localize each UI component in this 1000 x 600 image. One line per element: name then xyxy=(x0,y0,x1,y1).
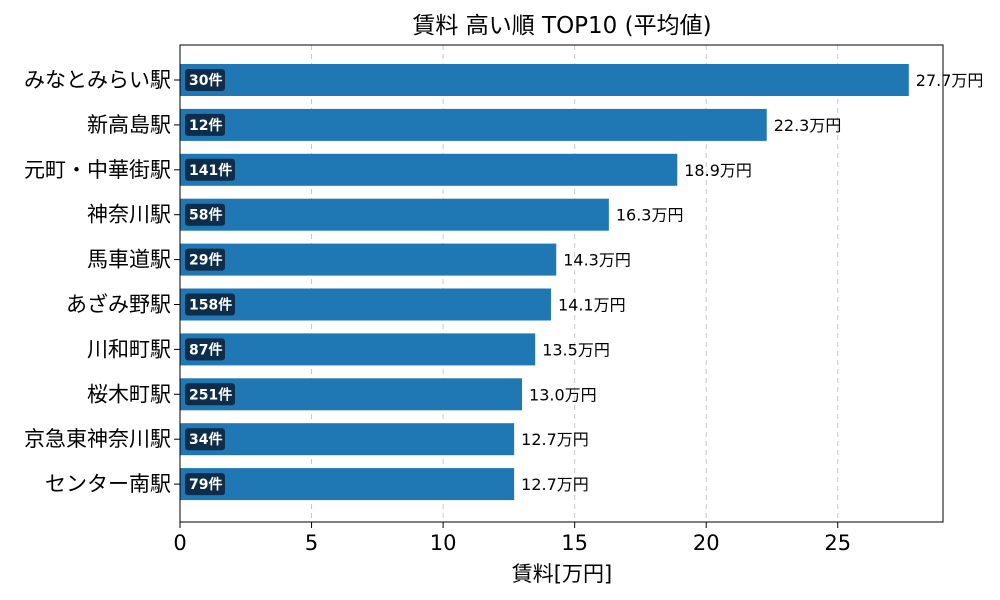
count-label: 79件 xyxy=(189,476,222,493)
value-label: 13.0万円 xyxy=(529,385,597,404)
bars: 30件 27.7万円 12件 22.3万円 141件 18.9万円 58件 16.3万円 29件… xyxy=(180,64,984,501)
count-label: 58件 xyxy=(189,207,222,224)
count-badge xyxy=(185,473,225,496)
bar xyxy=(180,243,557,276)
bar xyxy=(180,333,536,366)
plot-frame xyxy=(179,44,944,523)
count-badge xyxy=(185,248,225,271)
count-badge xyxy=(185,338,225,361)
count-label: 87件 xyxy=(189,341,222,358)
value-label: 22.3万円 xyxy=(774,116,842,135)
category-label: センター南駅 xyxy=(45,472,171,496)
x-tick-label: 0 xyxy=(173,531,186,555)
bar xyxy=(180,198,609,231)
count-label: 251件 xyxy=(189,386,232,403)
count-label: 12件 xyxy=(189,117,222,134)
category-label: 馬車道駅 xyxy=(87,248,171,272)
x-tick-label: 25 xyxy=(824,531,851,555)
bar xyxy=(180,64,909,96)
value-label: 14.1万円 xyxy=(558,296,626,315)
value-label: 12.7万円 xyxy=(521,475,589,494)
count-badge xyxy=(185,113,225,136)
y-axis-categories: みなとみらい駅新高島駅元町・中華街駅神奈川駅馬車道駅あざみ野駅川和町駅桜木町駅京… xyxy=(24,68,180,496)
count-badge xyxy=(185,158,235,181)
bar xyxy=(180,108,767,141)
count-badge xyxy=(185,69,225,91)
count-badge xyxy=(185,383,235,406)
category-label: 京急東神奈川駅 xyxy=(24,427,171,451)
bar xyxy=(180,423,515,456)
bar xyxy=(180,288,551,321)
bar xyxy=(180,153,678,186)
category-label: 新高島駅 xyxy=(87,113,171,137)
bar xyxy=(180,378,523,411)
value-label: 12.7万円 xyxy=(521,430,589,449)
category-label: 桜木町駅 xyxy=(87,382,171,406)
value-label: 16.3万円 xyxy=(616,206,684,225)
value-label: 13.5万円 xyxy=(542,340,610,359)
x-axis-ticks: 0 5 10 15 20 25 xyxy=(173,522,851,555)
value-label: 27.7万円 xyxy=(916,71,984,90)
category-label: 川和町駅 xyxy=(87,337,171,361)
category-label: 神奈川駅 xyxy=(87,203,171,227)
value-label: 18.9万円 xyxy=(684,161,752,180)
x-tick-label: 5 xyxy=(305,531,318,555)
x-tick-label: 10 xyxy=(430,531,457,555)
count-label: 30件 xyxy=(189,72,222,89)
count-badge xyxy=(185,203,225,226)
x-tick-label: 15 xyxy=(561,531,588,555)
value-label: 14.3万円 xyxy=(563,251,631,270)
count-label: 141件 xyxy=(189,162,232,179)
chart-title: 賃料 高い順 TOP10 (平均値) xyxy=(412,13,711,39)
category-label: みなとみらい駅 xyxy=(24,68,171,92)
x-axis-label: 賃料[万円] xyxy=(512,562,612,586)
count-badge xyxy=(185,428,225,451)
count-label: 158件 xyxy=(189,297,232,314)
bar xyxy=(180,468,515,501)
category-label: あざみ野駅 xyxy=(66,293,171,317)
count-badge xyxy=(185,293,235,316)
x-tick-label: 20 xyxy=(693,531,720,555)
count-label: 34件 xyxy=(189,431,222,448)
count-label: 29件 xyxy=(189,252,222,269)
category-label: 元町・中華街駅 xyxy=(24,158,171,182)
